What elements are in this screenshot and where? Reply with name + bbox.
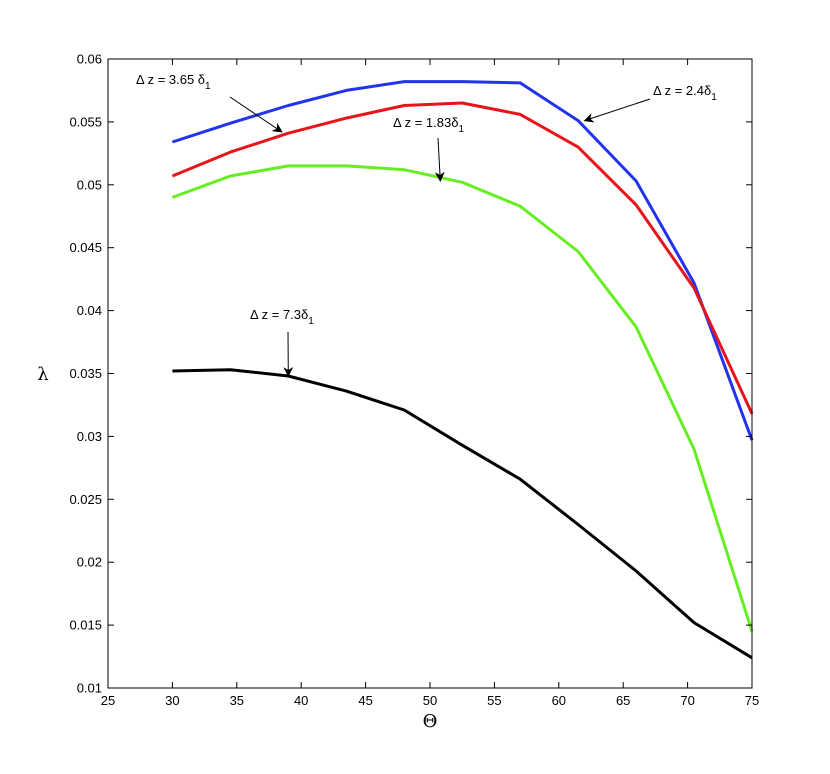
x-tick-label: 50 bbox=[423, 693, 437, 708]
series-line-2 bbox=[171, 101, 754, 415]
x-axis-title: Θ bbox=[423, 711, 438, 732]
x-tick-label: 30 bbox=[165, 693, 179, 708]
y-tick-label: 0.04 bbox=[77, 303, 102, 318]
series-line-3 bbox=[171, 164, 754, 632]
annotation-label-2: Δ z = 2.4δ1 bbox=[653, 83, 717, 103]
y-tick-label: 0.035 bbox=[69, 366, 102, 381]
x-tick-label: 45 bbox=[358, 693, 372, 708]
x-tick-label: 75 bbox=[745, 693, 759, 708]
annotation-label-3: Δ z = 1.83δ1 bbox=[393, 115, 464, 135]
y-tick-label: 0.045 bbox=[69, 240, 102, 255]
y-tick-label: 0.05 bbox=[77, 177, 102, 192]
series-line-4 bbox=[172, 368, 753, 660]
y-tick-label: 0.015 bbox=[69, 618, 102, 633]
annotation-label-1: Δ z = 3.65 δ1 bbox=[136, 72, 211, 92]
annotation-arrow-2 bbox=[583, 98, 651, 123]
y-tick-label: 0.02 bbox=[77, 555, 102, 570]
plot-background bbox=[108, 59, 752, 688]
annotation-arrow-3 bbox=[434, 137, 445, 183]
x-tick-label: 70 bbox=[680, 693, 694, 708]
x-tick-label: 65 bbox=[616, 693, 630, 708]
y-axis-title: λ bbox=[37, 364, 48, 385]
x-tick-label: 35 bbox=[230, 693, 244, 708]
x-tick-label: 55 bbox=[487, 693, 501, 708]
y-tick-label: 0.025 bbox=[69, 492, 102, 507]
x-tick-label: 25 bbox=[101, 693, 115, 708]
series-line-1 bbox=[171, 80, 754, 441]
y-tick-label: 0.01 bbox=[77, 681, 102, 696]
x-tick-label: 60 bbox=[552, 693, 566, 708]
x-tick-label: 40 bbox=[294, 693, 308, 708]
y-tick-label: 0.06 bbox=[77, 52, 102, 67]
y-tick-label: 0.03 bbox=[77, 429, 102, 444]
annotation-label-4: Δ z = 7.3δ1 bbox=[250, 307, 314, 327]
annotation-arrow-1 bbox=[229, 96, 283, 133]
y-tick-label: 0.055 bbox=[69, 114, 102, 129]
